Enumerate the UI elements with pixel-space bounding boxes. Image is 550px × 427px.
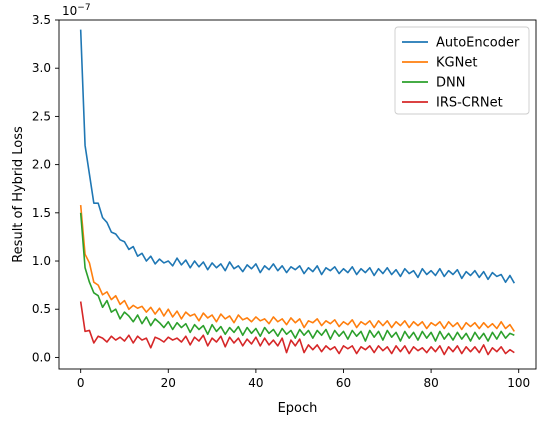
y-tick-label: 3.5 (32, 13, 51, 27)
y-tick-label: 3.0 (32, 61, 51, 75)
series-line-dnn (79, 212, 515, 342)
legend-label-kgnet: KGNet (436, 56, 477, 71)
legend-label-autoencoder: AutoEncoder (436, 36, 520, 51)
x-tick-label: 80 (423, 376, 438, 390)
legend-box (394, 26, 530, 115)
series-line-autoencoder (79, 29, 516, 284)
y-axis-label: Result of Hybrid Loss (11, 126, 26, 263)
x-tick-label: 100 (507, 376, 530, 390)
y-tick-label: 1.5 (32, 206, 51, 220)
y-multiplier: 10−7 (62, 3, 91, 18)
plot-frame (58, 19, 537, 370)
y-tick-label: 0.5 (32, 302, 51, 316)
x-axis-label: Epoch (278, 401, 318, 416)
y-tick-label: 2.5 (32, 109, 51, 123)
legend-label-irs-crnet: IRS-CRNet (436, 96, 503, 111)
legend: AutoEncoder KGNet DNN IRS-CRNet (394, 26, 530, 115)
y-tick-label: 0.0 (32, 350, 51, 364)
y-tick-label: 2.0 (32, 158, 51, 172)
x-tick-label: 40 (248, 376, 263, 390)
y-axis: 0.0 0.5 1.0 1.5 2.0 2.5 3.0 3.5 (32, 13, 59, 364)
x-axis: 0 20 40 60 80 100 (77, 369, 530, 390)
x-tick-label: 0 (77, 376, 85, 390)
x-tick-label: 60 (336, 376, 351, 390)
legend-label-dnn: DNN (436, 76, 465, 91)
series-line-kgnet (79, 205, 515, 332)
y-tick-label: 1.0 (32, 254, 51, 268)
x-tick-label: 20 (161, 376, 176, 390)
series-layer (79, 29, 516, 356)
series-line-irs-crnet (79, 301, 515, 356)
